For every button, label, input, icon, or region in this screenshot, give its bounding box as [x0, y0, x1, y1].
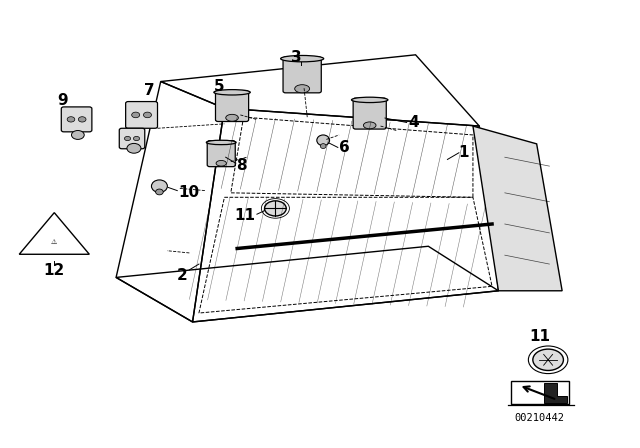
FancyBboxPatch shape	[207, 141, 236, 167]
FancyBboxPatch shape	[511, 381, 568, 404]
Circle shape	[124, 136, 131, 141]
Text: 4: 4	[408, 115, 419, 130]
Ellipse shape	[226, 114, 238, 121]
FancyBboxPatch shape	[61, 107, 92, 132]
Ellipse shape	[364, 122, 376, 129]
Text: 10: 10	[179, 185, 200, 200]
Text: 11: 11	[234, 208, 255, 224]
FancyBboxPatch shape	[353, 98, 387, 129]
Text: 1: 1	[458, 145, 468, 160]
Text: 5: 5	[214, 79, 225, 95]
Text: 8: 8	[236, 158, 246, 173]
Ellipse shape	[127, 143, 141, 153]
Ellipse shape	[280, 56, 324, 62]
FancyBboxPatch shape	[216, 90, 248, 121]
FancyBboxPatch shape	[119, 128, 145, 149]
Ellipse shape	[216, 160, 227, 166]
Text: ⚠: ⚠	[51, 239, 58, 245]
Text: 2: 2	[177, 268, 187, 283]
Text: 3: 3	[291, 50, 301, 65]
Ellipse shape	[294, 85, 310, 93]
Circle shape	[78, 116, 86, 122]
Circle shape	[264, 201, 286, 216]
Text: 9: 9	[57, 93, 68, 108]
Ellipse shape	[317, 135, 330, 146]
Ellipse shape	[72, 130, 84, 139]
Ellipse shape	[214, 90, 250, 95]
Ellipse shape	[351, 97, 388, 103]
Circle shape	[533, 349, 563, 370]
Ellipse shape	[152, 180, 168, 192]
Ellipse shape	[320, 144, 326, 149]
Circle shape	[143, 112, 152, 118]
Text: 00210442: 00210442	[515, 413, 565, 422]
Ellipse shape	[206, 140, 236, 145]
Text: 7: 7	[144, 83, 154, 98]
Text: 12: 12	[43, 263, 64, 278]
Polygon shape	[473, 126, 562, 291]
Polygon shape	[544, 383, 567, 403]
Text: 6: 6	[339, 140, 350, 155]
Circle shape	[67, 116, 75, 122]
Circle shape	[134, 136, 140, 141]
FancyBboxPatch shape	[283, 57, 321, 93]
Circle shape	[132, 112, 140, 118]
FancyBboxPatch shape	[125, 102, 157, 128]
Text: 11: 11	[529, 329, 550, 344]
Ellipse shape	[156, 189, 163, 195]
